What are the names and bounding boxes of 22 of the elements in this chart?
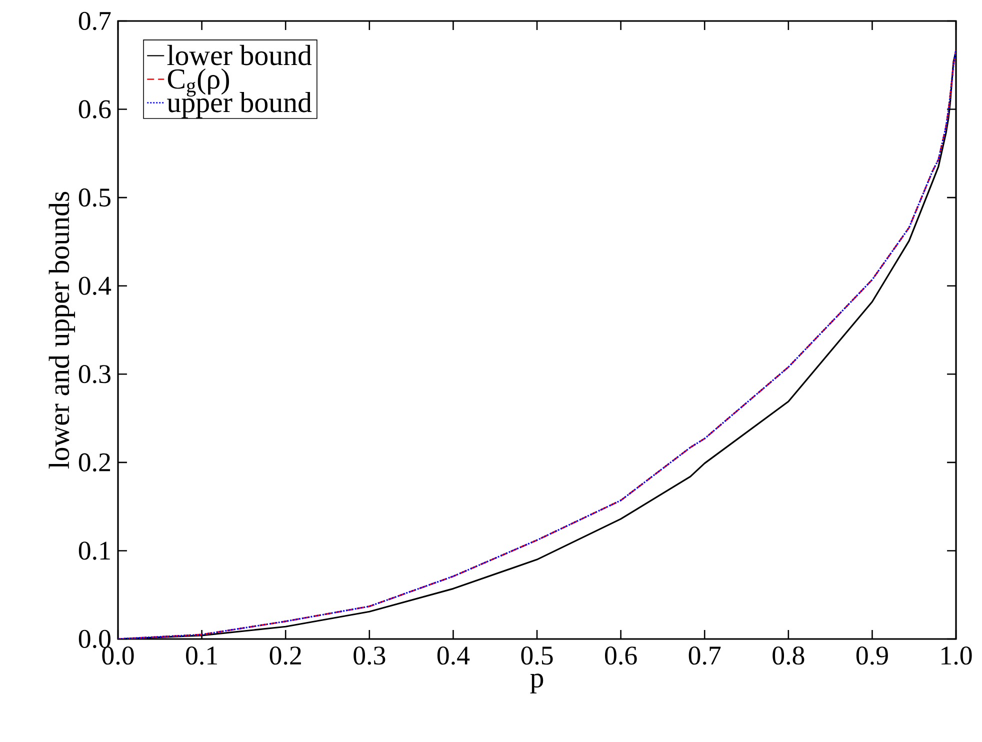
y-tick-label: 0.1	[78, 542, 110, 560]
y-axis-title: lower and upper bounds	[48, 192, 76, 469]
x-tick-label: 0.8	[772, 646, 804, 665]
x-tick-label: 0.1	[186, 646, 218, 665]
x-tick-label: 0.9	[856, 646, 888, 665]
x-tick-label: 0.5	[521, 646, 553, 665]
x-tick-label: 0.0	[102, 646, 134, 665]
y-tick-label: 0.0	[78, 630, 110, 648]
x-tick-label: 0.6	[605, 646, 637, 665]
legend-label: lower bound	[167, 44, 312, 66]
x-tick-label: 0.7	[688, 646, 721, 665]
y-tick-label: 0.7	[78, 12, 111, 30]
y-tick-label: 0.2	[78, 453, 110, 472]
y-tick-label: 0.6	[78, 100, 111, 118]
x-tick-label: 0.4	[437, 646, 470, 665]
x-axis-title: p	[530, 674, 544, 694]
y-tick-label: 0.3	[78, 365, 110, 384]
x-tick-label: 0.2	[270, 646, 301, 665]
x-tick-label: 0.3	[354, 646, 386, 665]
y-tick-label: 0.5	[78, 188, 110, 207]
x-tick-label: 1.0	[942, 646, 972, 665]
y-tick-label: 0.4	[78, 276, 112, 295]
